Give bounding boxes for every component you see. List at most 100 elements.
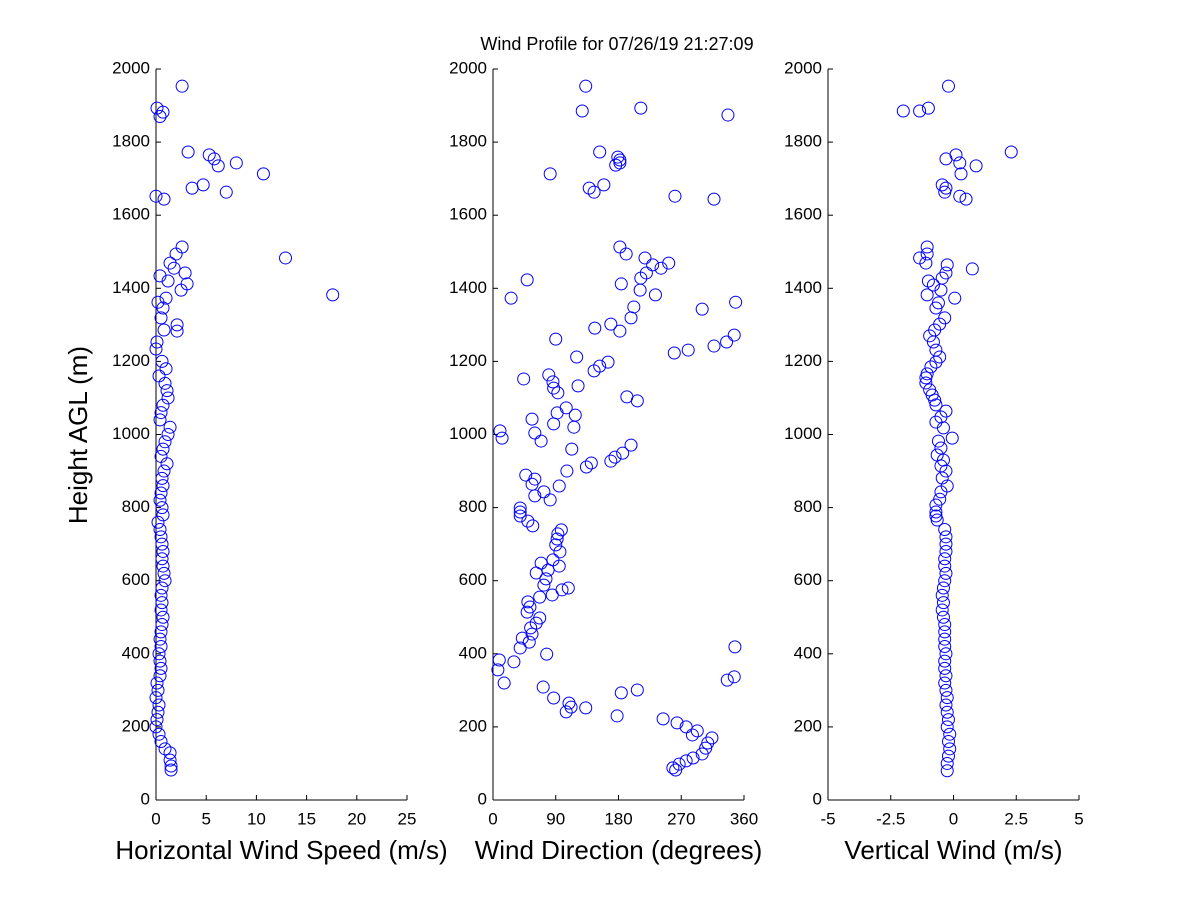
x-tick-label: 270 <box>667 809 695 828</box>
point <box>149 691 163 705</box>
point <box>587 185 601 199</box>
point <box>579 460 593 474</box>
y-tick-label: 200 <box>459 716 487 735</box>
point <box>935 471 949 485</box>
x-tick-label: -2.5 <box>876 809 905 828</box>
point <box>928 393 942 407</box>
point <box>938 523 952 537</box>
point <box>939 464 953 478</box>
x-axis-label: Wind Direction (degrees) <box>475 835 763 865</box>
point <box>560 464 574 478</box>
point <box>939 537 953 551</box>
y-tick-label: 1000 <box>112 424 150 443</box>
point <box>656 712 670 726</box>
point <box>920 247 934 261</box>
point <box>941 735 955 749</box>
point <box>158 574 172 588</box>
point <box>160 457 174 471</box>
point <box>196 178 210 192</box>
point <box>940 258 954 272</box>
point <box>152 727 166 741</box>
point <box>547 381 561 395</box>
point <box>279 251 293 265</box>
y-tick-label: 800 <box>794 497 822 516</box>
point <box>965 262 979 276</box>
point <box>938 639 952 653</box>
point <box>211 159 225 173</box>
point <box>934 283 948 297</box>
point <box>690 724 704 738</box>
point <box>157 464 171 478</box>
point <box>1004 145 1018 159</box>
y-tick-label: 1200 <box>112 351 150 370</box>
point <box>522 635 536 649</box>
point <box>156 559 170 573</box>
point <box>953 189 967 203</box>
point <box>941 79 955 93</box>
point <box>935 178 949 192</box>
x-tick-label: 5 <box>201 809 210 828</box>
point <box>163 753 177 767</box>
point <box>497 676 511 690</box>
x-tick-label: 0 <box>488 809 497 828</box>
point <box>153 493 167 507</box>
point <box>634 101 648 115</box>
point <box>567 420 581 434</box>
point <box>156 105 170 119</box>
point <box>668 189 682 203</box>
point <box>529 566 543 580</box>
point <box>929 301 943 315</box>
point <box>601 355 615 369</box>
point <box>169 247 183 261</box>
point <box>157 566 171 580</box>
point <box>941 749 955 763</box>
point <box>153 269 167 283</box>
point <box>519 468 533 482</box>
point <box>515 631 529 645</box>
point <box>161 391 175 405</box>
point <box>553 545 567 559</box>
point <box>929 398 943 412</box>
point <box>614 277 628 291</box>
y-tick-label: 0 <box>813 789 822 808</box>
point <box>164 759 178 773</box>
point <box>667 346 681 360</box>
point <box>939 152 953 166</box>
point <box>938 559 952 573</box>
point <box>153 632 167 646</box>
point <box>953 156 967 170</box>
point <box>670 716 684 730</box>
point <box>513 501 527 515</box>
point <box>152 647 166 661</box>
point <box>178 266 192 280</box>
point <box>543 167 557 181</box>
point <box>163 420 177 434</box>
point <box>149 342 163 356</box>
y-tick-label: 0 <box>141 789 150 808</box>
y-tick-label: 2000 <box>449 58 487 77</box>
point <box>507 655 521 669</box>
point <box>921 274 935 288</box>
point <box>158 742 172 756</box>
point <box>551 527 565 541</box>
point <box>561 581 575 595</box>
point <box>943 742 957 756</box>
point <box>923 329 937 343</box>
point <box>537 578 551 592</box>
point <box>155 618 169 632</box>
y-tick-label: 1000 <box>784 424 822 443</box>
point <box>513 509 527 523</box>
point <box>938 632 952 646</box>
point <box>149 720 163 734</box>
x-tick-label: 5 <box>1074 809 1083 828</box>
point <box>154 588 168 602</box>
point <box>720 673 734 687</box>
point <box>156 610 170 624</box>
point <box>155 471 169 485</box>
y-tick-label: 2000 <box>784 58 822 77</box>
point <box>654 261 668 275</box>
point <box>149 189 163 203</box>
x-tick-label: 2.5 <box>1004 809 1028 828</box>
point <box>939 647 953 661</box>
point <box>151 683 165 697</box>
